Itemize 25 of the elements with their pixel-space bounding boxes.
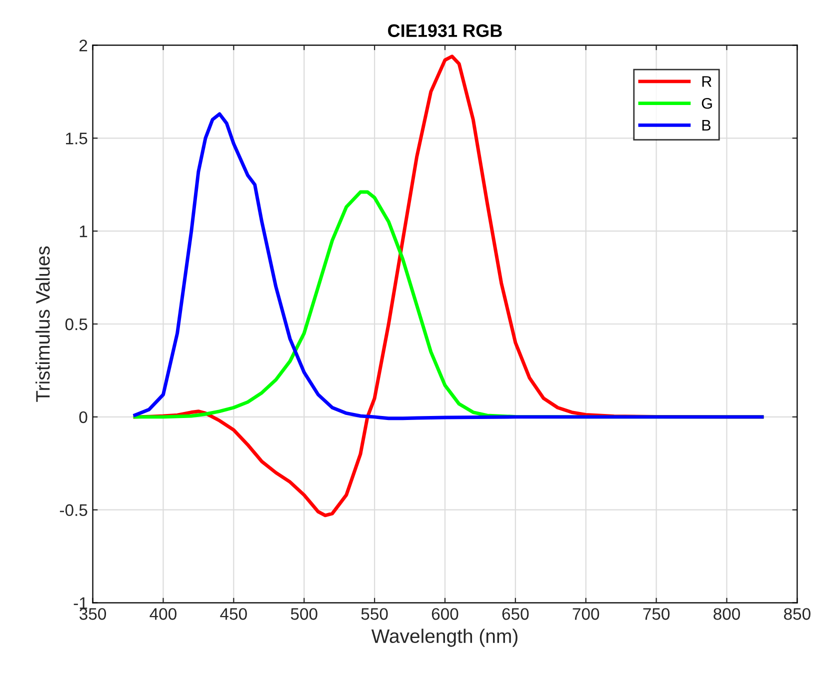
chart-title: CIE1931 RGB <box>388 24 502 38</box>
y-tick-label: -0.5 <box>60 504 88 516</box>
y-tick-label: 0 <box>79 411 88 424</box>
x-tick-label: 750 <box>643 608 670 620</box>
x-tick-label: 650 <box>502 608 529 620</box>
x-tick-label: 600 <box>432 608 458 620</box>
line-series <box>133 112 764 420</box>
x-tick-label: 450 <box>220 608 247 620</box>
y-tick-label: 1.5 <box>66 132 88 144</box>
x-axis-title: Wavelength (nm) <box>371 628 518 647</box>
legend-label: R <box>702 76 712 87</box>
y-tick-label: -1 <box>74 597 88 609</box>
y-tick-label: 0.5 <box>65 318 88 330</box>
x-tick-label: 400 <box>150 608 176 620</box>
x-tick-label: 350 <box>80 608 106 620</box>
x-tick-label: 850 <box>784 608 810 620</box>
x-tick-label: 800 <box>714 608 740 620</box>
y-tick-label: 2 <box>79 40 88 52</box>
y-tick-label: 1 <box>80 226 88 238</box>
y-axis-title: Tristimulus Values <box>36 246 50 402</box>
x-tick-label: 500 <box>290 608 318 620</box>
x-tick-label: 700 <box>572 608 600 620</box>
x-tick-label: 550 <box>361 608 388 620</box>
legend-label: G <box>702 98 712 109</box>
legend-label: B <box>702 120 710 131</box>
